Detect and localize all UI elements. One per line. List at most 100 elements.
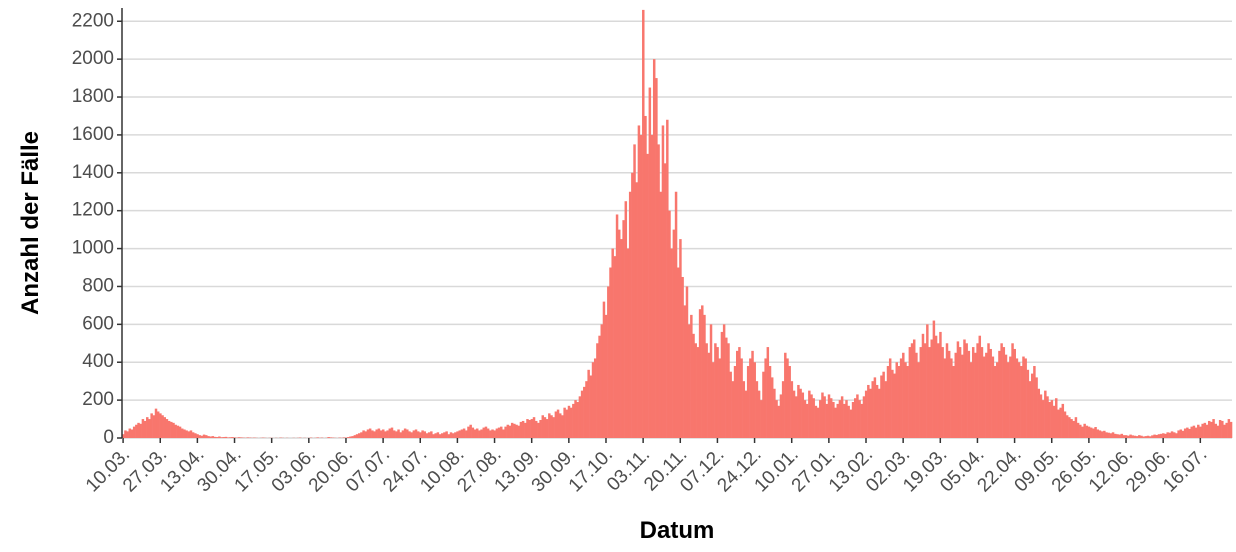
bar <box>845 400 848 438</box>
bar <box>1020 366 1023 438</box>
bar <box>143 420 147 438</box>
bar <box>386 430 389 438</box>
bar <box>1116 434 1119 438</box>
bar <box>921 333 925 438</box>
bar <box>766 347 770 438</box>
bar <box>521 420 525 438</box>
y-axis-title: Anzahl der Fälle <box>17 131 44 315</box>
bar <box>165 419 169 438</box>
bar <box>812 398 815 438</box>
bar <box>954 352 957 438</box>
bar <box>751 350 754 438</box>
bar <box>430 431 433 438</box>
bar <box>375 429 378 438</box>
bar <box>373 431 376 438</box>
bar <box>1142 436 1145 438</box>
bar <box>185 430 188 438</box>
bar <box>915 352 918 438</box>
bar <box>532 417 536 438</box>
bar <box>126 431 129 438</box>
bar <box>565 409 569 438</box>
bar <box>912 339 916 438</box>
bar <box>229 437 232 438</box>
bar <box>991 356 995 438</box>
bar <box>351 436 354 438</box>
y-tick-label: 1600 <box>72 124 114 145</box>
bar <box>720 331 724 438</box>
bar <box>1221 420 1224 438</box>
bar <box>1131 435 1134 438</box>
bar <box>567 405 571 438</box>
bar <box>692 333 695 438</box>
bar <box>749 358 752 438</box>
bar <box>1111 432 1115 438</box>
bar <box>443 432 446 438</box>
bar <box>1083 423 1086 438</box>
bar <box>1179 429 1183 438</box>
bar <box>926 324 929 438</box>
bar <box>1109 433 1113 438</box>
bar <box>773 388 776 438</box>
bar <box>432 434 435 438</box>
bar <box>1103 430 1106 438</box>
bar <box>677 267 680 438</box>
bar <box>412 430 416 438</box>
bar <box>384 431 387 438</box>
bar <box>1059 407 1062 438</box>
bar <box>956 341 960 438</box>
bar <box>161 415 164 438</box>
bar <box>945 343 949 438</box>
bar <box>222 437 225 438</box>
bar <box>1120 433 1124 438</box>
bar <box>176 425 180 438</box>
bar <box>1151 435 1154 438</box>
bar <box>486 428 490 438</box>
bar <box>1024 358 1027 438</box>
bar <box>757 390 761 438</box>
bar <box>1072 420 1075 438</box>
bar <box>207 436 210 438</box>
bar <box>1000 343 1003 438</box>
bar <box>1041 400 1045 438</box>
bar <box>642 9 645 438</box>
bar <box>1194 427 1198 438</box>
bar <box>958 347 962 438</box>
bar <box>843 403 846 438</box>
bar <box>591 362 595 438</box>
bar <box>893 373 896 438</box>
y-tick-label: 1800 <box>72 86 114 107</box>
bar <box>458 430 461 438</box>
bar <box>862 396 866 438</box>
bar <box>357 433 361 438</box>
bar <box>329 437 333 438</box>
bar <box>779 394 783 438</box>
bar <box>735 350 739 438</box>
bar <box>829 398 833 438</box>
bar <box>867 384 870 438</box>
bar <box>670 248 673 438</box>
bar <box>875 384 879 438</box>
bar <box>154 408 158 438</box>
bar <box>1028 381 1032 438</box>
bar <box>731 381 735 438</box>
bar <box>517 425 520 438</box>
bar <box>917 362 920 438</box>
bar <box>648 87 652 438</box>
bar <box>965 343 968 438</box>
bar <box>775 400 778 438</box>
bar <box>364 431 368 438</box>
bar <box>539 420 542 438</box>
bar <box>482 427 486 438</box>
bar <box>1022 356 1025 438</box>
bar <box>762 371 765 438</box>
bar <box>1037 388 1041 438</box>
y-tick-label: 0 <box>103 427 114 448</box>
bar <box>191 432 195 438</box>
bar <box>130 429 134 438</box>
bar <box>211 436 215 438</box>
bar <box>786 358 789 438</box>
bar <box>963 339 966 438</box>
bar <box>497 427 501 438</box>
bar <box>1044 390 1047 438</box>
